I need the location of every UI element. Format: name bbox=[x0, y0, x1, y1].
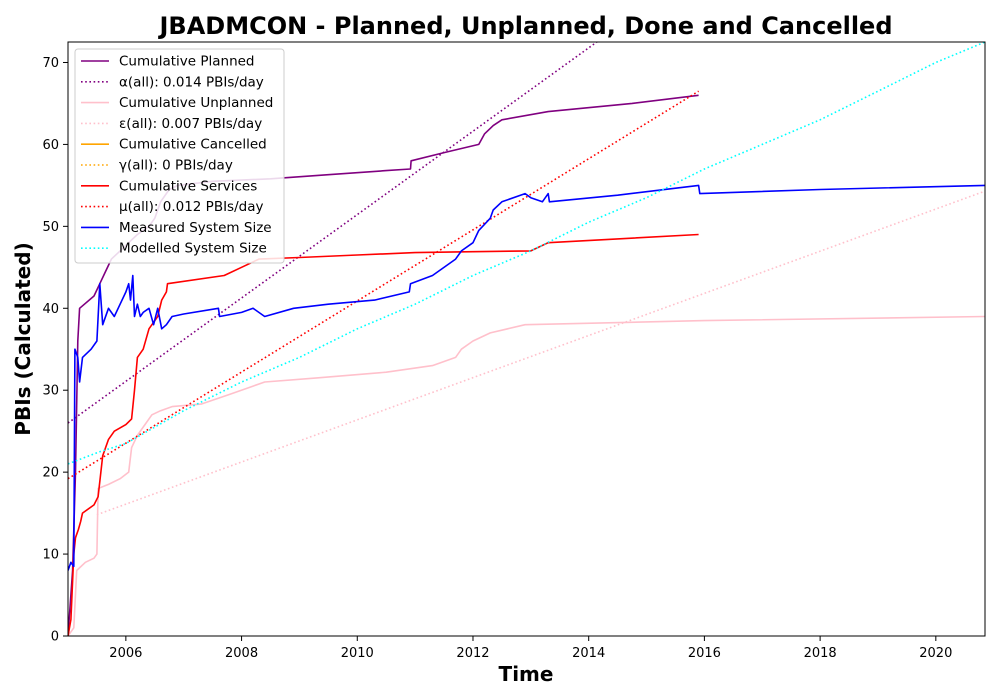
x-axis-title: Time bbox=[499, 662, 554, 686]
x-tick-label: 2008 bbox=[225, 646, 258, 661]
legend-label: Modelled System Size bbox=[119, 241, 267, 257]
legend-label: Measured System Size bbox=[119, 220, 272, 236]
y-tick-label: 70 bbox=[42, 56, 59, 71]
y-tick-label: 20 bbox=[42, 466, 59, 481]
y-axis: 0 10 20 30 40 50 60 70 bbox=[42, 56, 68, 645]
legend: Cumulative Planned α(all): 0.014 PBIs/day… bbox=[74, 48, 285, 264]
series-line-7 bbox=[68, 90, 700, 480]
y-tick-label: 30 bbox=[42, 384, 59, 399]
legend-label: Cumulative Services bbox=[119, 178, 257, 194]
x-tick-label: 2020 bbox=[919, 646, 952, 661]
y-tick-label: 10 bbox=[42, 548, 59, 563]
series-line-6 bbox=[68, 233, 699, 636]
y-tick-label: 60 bbox=[42, 138, 59, 153]
x-tick-label: 2012 bbox=[456, 646, 489, 661]
x-axis: 2006 2008 2010 2012 2014 2016 2018 2020 bbox=[109, 636, 952, 661]
legend-label: α(all): 0.014 PBIs/day bbox=[119, 74, 264, 90]
plot-border bbox=[67, 41, 986, 637]
series-layer bbox=[68, 42, 985, 636]
chart-title: JBADMCON - Planned, Unplanned, Done and … bbox=[157, 12, 892, 40]
x-tick-label: 2014 bbox=[572, 646, 605, 661]
series-line-8 bbox=[68, 184, 985, 571]
legend-label: Cumulative Cancelled bbox=[119, 137, 267, 153]
legend-label: Cumulative Planned bbox=[119, 54, 255, 70]
y-tick-label: 50 bbox=[42, 220, 59, 235]
legend-box bbox=[74, 48, 285, 264]
y-tick-label: 40 bbox=[42, 302, 59, 317]
legend-label: Cumulative Unplanned bbox=[119, 95, 273, 111]
x-tick-label: 2016 bbox=[688, 646, 721, 661]
y-axis-title: PBIs (Calculated) bbox=[11, 242, 35, 435]
x-tick-label: 2010 bbox=[341, 646, 374, 661]
legend-label: γ(all): 0 PBIs/day bbox=[119, 158, 233, 174]
legend-label: ε(all): 0.007 PBIs/day bbox=[119, 116, 262, 132]
x-tick-label: 2006 bbox=[109, 646, 142, 661]
y-tick-label: 0 bbox=[51, 630, 59, 645]
series-line-2 bbox=[68, 315, 985, 636]
legend-label: μ(all): 0.012 PBIs/day bbox=[119, 199, 263, 215]
series-line-1 bbox=[68, 42, 599, 424]
x-tick-label: 2018 bbox=[804, 646, 837, 661]
